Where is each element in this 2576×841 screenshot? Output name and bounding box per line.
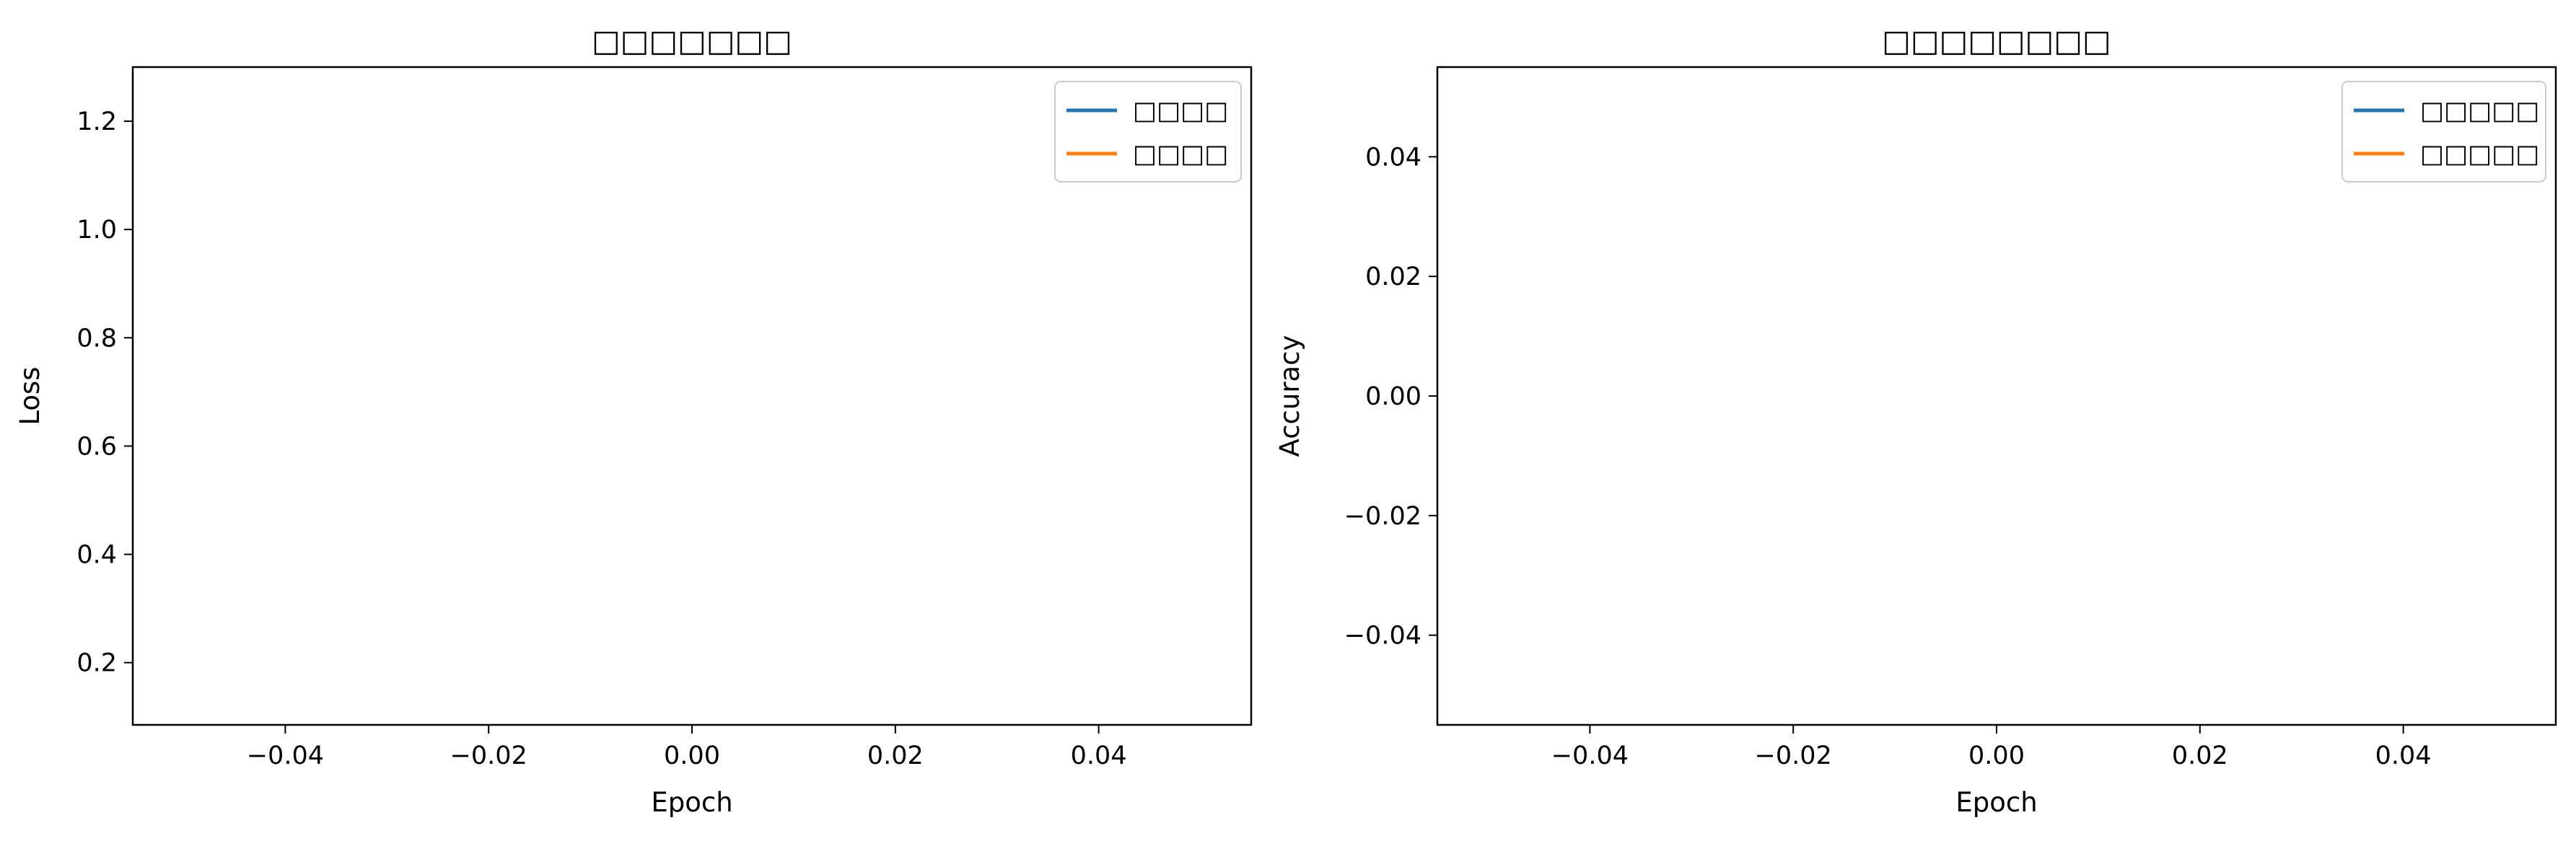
plot-frame [131,66,1253,726]
legend-label-1: □□□□ [1133,140,1228,169]
x-tick-label: −0.02 [450,741,527,770]
y-tick-label: 0.2 [76,649,117,678]
y-tick-label: 0.04 [1365,143,1421,172]
legend: □□□□□ □□□□□ [2341,81,2546,182]
y-tick-label: −0.04 [1344,622,1421,651]
x-tick-label: 0.02 [867,741,924,770]
plot-frame [1436,66,2557,726]
legend-label-1: □□□□□ [2420,140,2539,169]
x-tick-label: 0.04 [1071,741,1127,770]
x-tick-label: 0.04 [2375,741,2432,770]
x-tick-label: −0.02 [1755,741,1832,770]
y-axis-label: Accuracy [1274,335,1305,457]
x-tick-label: 0.02 [2172,741,2228,770]
x-tick-label: 0.00 [1968,741,2025,770]
x-tick-label: −0.04 [1551,741,1629,770]
chart-title: □□□□□□□ [592,23,792,58]
x-axis-label: Epoch [651,787,732,818]
accuracy-chart: −0.04 −0.02 0.00 0.02 0.04 −0.04 −0.02 0.00 0.02… [1274,23,2557,818]
y-tick-label: 0.02 [1365,263,1421,291]
y-tick-label: 0.6 [76,432,117,461]
y-tick-label: 0.4 [76,541,117,570]
chart-title: □□□□□□□□ [1882,23,2111,58]
legend-label-0: □□□□ [1133,97,1228,126]
x-tick-label: −0.04 [247,741,324,770]
y-tick-label: 0.8 [76,324,117,353]
legend-label-0: □□□□□ [2420,97,2539,126]
x-axis-label: Epoch [1955,787,2037,818]
x-tick-label: 0.00 [664,741,720,770]
legend-box [1054,81,1242,182]
y-tick-label: 0.00 [1365,382,1421,411]
y-tick-label: −0.02 [1344,502,1421,531]
y-tick-label: 1.0 [76,216,117,245]
loss-chart: −0.04 −0.02 0.00 0.02 0.04 0.2 0.4 0.6 0.8 1.0 1.2… [14,23,1253,818]
y-axis-label: Loss [14,366,45,425]
legend: □□□□ □□□□ [1054,81,1242,182]
legend-box [2341,81,2546,182]
y-tick-label: 1.2 [76,107,117,136]
